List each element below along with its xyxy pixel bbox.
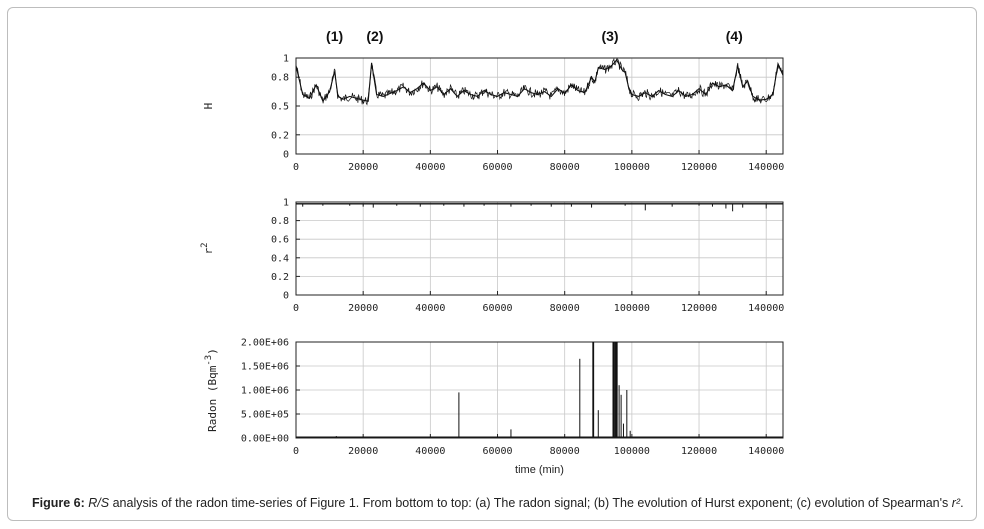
- y-axis-label: H: [202, 103, 215, 110]
- x-tick-label: 60000: [482, 303, 512, 314]
- y-tick-label: 5.00E+05: [241, 410, 289, 421]
- y-tick-label: 1: [283, 54, 289, 65]
- spearman-chart: 0 20000 40000 60000 80000 100000 120000 140000 0…: [200, 198, 784, 315]
- x-tick-label: 140000: [748, 303, 784, 314]
- y-tick-label: 0: [283, 150, 289, 161]
- event-label: (3): [601, 28, 618, 44]
- x-tick-label: 100000: [614, 446, 650, 457]
- x-axis-label: time (min): [515, 464, 564, 476]
- y-tick-label: 0.2: [271, 130, 289, 141]
- event-label: (1): [326, 28, 343, 44]
- x-tick-label: 20000: [348, 162, 378, 173]
- y-tick-label: 1.50E+06: [241, 362, 289, 373]
- y-tick-label: 0.2: [271, 272, 289, 283]
- x-tick-label: 60000: [482, 446, 512, 457]
- y-tick-label: 0.5: [271, 102, 289, 113]
- x-tick-label: 40000: [415, 303, 445, 314]
- y-axis-label: r2: [200, 242, 215, 254]
- hurst-noise-line: [295, 57, 784, 106]
- x-tick-label: 80000: [550, 162, 580, 173]
- x-tick-label: 80000: [550, 446, 580, 457]
- x-tick-label: 0: [293, 303, 299, 314]
- y-tick-label: 0.8: [271, 216, 289, 227]
- x-tick-label: 120000: [681, 162, 717, 173]
- x-tick-label: 0: [293, 162, 299, 173]
- y-tick-label: 0.00E+00: [241, 434, 289, 445]
- event-label: (2): [366, 28, 383, 44]
- radon-chart: 0 20000 40000 60000 80000 100000 120000 140000 0…: [204, 338, 784, 477]
- x-tick-label: 100000: [614, 303, 650, 314]
- x-tick-label: 20000: [348, 303, 378, 314]
- plot-frame: [295, 201, 784, 296]
- y-tick-label: 0.6: [271, 235, 289, 246]
- caption-figure-label: Figure 6:: [32, 496, 85, 510]
- x-tick-label: 140000: [748, 162, 784, 173]
- x-tick-label: 100000: [614, 162, 650, 173]
- y-tick-label: 0: [283, 291, 289, 302]
- y-tick-label: 1.00E+06: [241, 386, 289, 397]
- y-tick-label: 2.00E+06: [241, 338, 289, 349]
- hurst-chart: 0 20000 40000 60000 80000 100000 120000 140000 0…: [202, 28, 784, 173]
- x-tick-label: 20000: [348, 446, 378, 457]
- y-axis-label: Radon (Bqm-3): [204, 348, 219, 432]
- x-tick-label: 40000: [415, 446, 445, 457]
- x-tick-label: 40000: [415, 162, 445, 173]
- y-tick-label: 0.8: [271, 73, 289, 84]
- x-tick-label: 60000: [482, 162, 512, 173]
- caption-text: analysis of the radon time-series of Fig…: [109, 496, 952, 510]
- x-tick-label: 120000: [681, 303, 717, 314]
- y-tick-label: 0.4: [271, 253, 289, 264]
- x-tick-label: 0: [293, 446, 299, 457]
- caption-r2: r²: [951, 496, 961, 510]
- figure-caption: Figure 6: R/S analysis of the radon time…: [32, 496, 964, 510]
- x-tick-label: 80000: [550, 303, 580, 314]
- caption-end: .: [960, 496, 964, 510]
- event-label: (4): [726, 28, 743, 44]
- x-tick-label: 120000: [681, 446, 717, 457]
- hurst-series-line: [295, 58, 784, 103]
- caption-rs: R/S: [88, 496, 110, 510]
- x-tick-label: 140000: [748, 446, 784, 457]
- y-tick-label: 1: [283, 198, 289, 209]
